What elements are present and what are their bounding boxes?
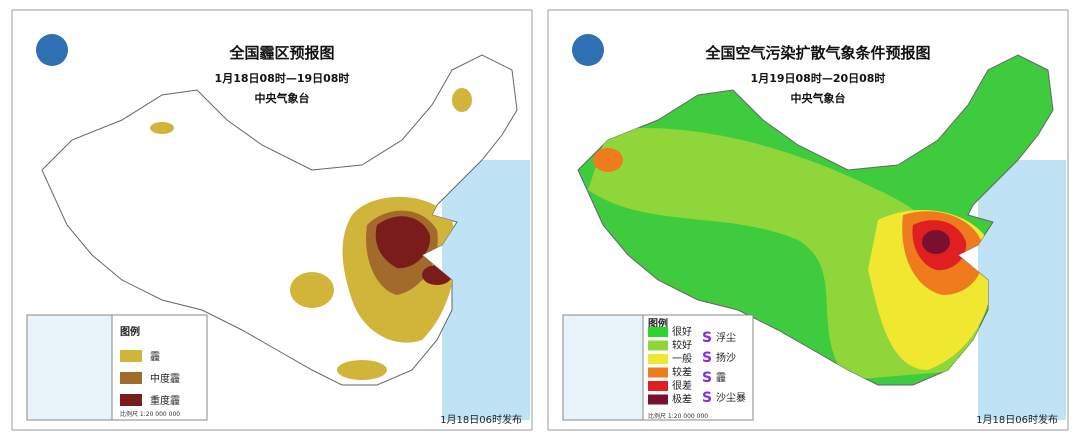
haze-area — [150, 122, 174, 134]
pollution-map: 全国空气污染扩散气象条件预报图 1月19日08时—20日08时 中央气象台 图例… — [547, 9, 1069, 431]
map-period: 1月18日08时—19日08时 — [215, 71, 350, 85]
haze-areas — [150, 88, 472, 380]
release-time: 1月18日06时发布 — [976, 413, 1058, 426]
legend-box — [111, 314, 208, 421]
legend-label: 霾 — [150, 351, 160, 363]
legend-swatch — [648, 367, 668, 378]
logo — [36, 34, 68, 66]
legend-swatch — [648, 354, 668, 364]
legend-symbol: S — [702, 390, 712, 406]
average-area — [890, 305, 926, 325]
map-issuer: 中央气象台 — [791, 91, 846, 105]
legend-label: 重度霾 — [150, 394, 180, 407]
legend-label: 较差 — [672, 366, 692, 379]
haze-area — [452, 88, 472, 112]
condition-areas — [588, 128, 994, 380]
inset-map — [562, 314, 644, 421]
legend-label: 浮尘 — [716, 332, 736, 344]
scale-text: 比例尺 1:20 000 000 — [648, 412, 708, 420]
legend-title: 图例 — [120, 325, 140, 338]
haze-area — [337, 360, 387, 380]
legend-title: 图例 — [648, 317, 668, 330]
poor-area — [593, 148, 623, 172]
legend-label: 扬沙 — [716, 351, 736, 364]
legend-swatch — [120, 350, 142, 362]
legend-label: 很好 — [672, 325, 692, 338]
legend-swatch — [120, 394, 142, 406]
legend-swatch — [648, 381, 668, 391]
legend-label: 极差 — [672, 393, 692, 406]
map-period: 1月19日08时—20日08时 — [751, 71, 886, 85]
legend-label: 一般 — [672, 352, 692, 365]
legend-label: 中度霾 — [150, 372, 180, 385]
legend-label: 沙尘暴 — [716, 392, 746, 404]
map-title: 全国霾区预报图 — [228, 44, 334, 62]
map-title: 全国空气污染扩散气象条件预报图 — [704, 44, 930, 62]
legend-symbol: S — [702, 370, 712, 386]
inset-map — [26, 314, 113, 421]
legend-swatch — [648, 327, 668, 337]
haze-area — [290, 272, 334, 308]
logo — [572, 34, 604, 66]
legend-label: 霾 — [716, 372, 726, 384]
sea — [442, 160, 530, 420]
severe-haze-area — [375, 216, 431, 269]
legend-symbol: S — [702, 350, 712, 366]
extremely-poor-area — [922, 230, 950, 254]
legend-swatch — [120, 372, 142, 384]
scale-text: 比例尺 1:20 000 000 — [120, 410, 180, 418]
map-issuer: 中央气象台 — [255, 91, 310, 105]
legend-label: 较好 — [672, 339, 692, 352]
legend-symbol: S — [702, 330, 712, 346]
sea — [978, 160, 1066, 420]
legend-label: 很差 — [672, 379, 692, 392]
haze-map: 全国霾区预报图 1月18日08时—19日08时 中央气象台 图例 霾 中度霾 重… — [11, 9, 533, 431]
release-time: 1月18日06时发布 — [440, 413, 522, 426]
legend-swatch — [648, 394, 668, 405]
legend-swatch — [648, 340, 668, 351]
